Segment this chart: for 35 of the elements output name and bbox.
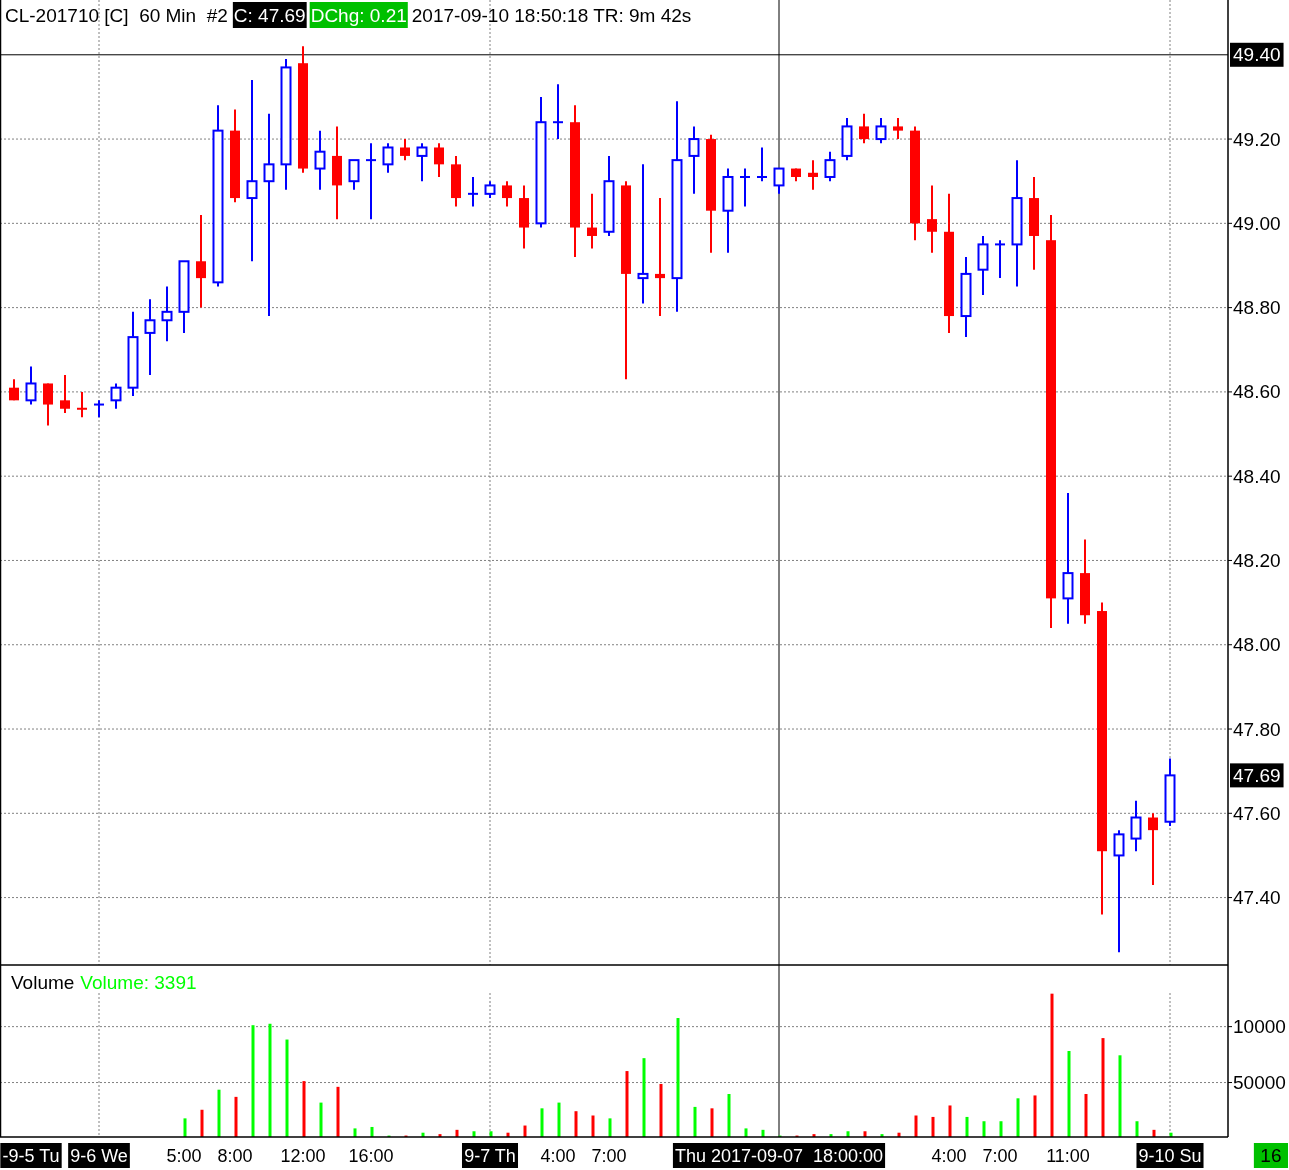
text: 47.69 — [1233, 764, 1281, 786]
y-tick-label: 49.20 — [1233, 128, 1281, 150]
chart-title: Volume — [11, 972, 75, 993]
x-tick-label: 11:00 — [1046, 1146, 1090, 1166]
y-tick-label: 47.80 — [1233, 718, 1281, 740]
annotation: C: 47.69 — [233, 5, 306, 26]
x-tick-label: 8:00 — [217, 1146, 253, 1166]
x-tick-label: 7:00 — [982, 1146, 1018, 1166]
text: 50000 — [1233, 1072, 1286, 1094]
x-tick-label: 9-6 We — [70, 1146, 128, 1166]
x-tick-label: 7:00 — [591, 1146, 627, 1166]
annotation: 2017-09-10 18:50:18 TR: 9m 42s — [411, 5, 692, 26]
x-tick-label: 5:00 — [166, 1146, 202, 1166]
y-tick-label: 47.40 — [1233, 887, 1281, 909]
chart-title: CL-201710 [C] 60 Min #2 — [5, 5, 228, 26]
y-tick-label: 48.40 — [1233, 465, 1281, 487]
x-tick-label: Thu 2017-09-07 18:00:00 — [674, 1146, 884, 1166]
x-tick-label: 9-7 Th — [464, 1146, 516, 1166]
ref-line-label: 49.40 — [1233, 44, 1281, 66]
x-tick-label: 4:00 — [931, 1146, 967, 1166]
x-tick-label: 12:00 — [280, 1146, 326, 1166]
x-tick-label: -9-5 Tu — [2, 1146, 60, 1166]
x-tick-label: 16:00 — [348, 1146, 394, 1166]
x-tick-label: 9-10 Su — [1138, 1146, 1202, 1166]
y-tick-label: 48.20 — [1233, 549, 1281, 571]
text: 16 — [1260, 1145, 1282, 1166]
y-tick-label: 48.00 — [1233, 634, 1281, 656]
x-tick-label: 4:00 — [540, 1146, 576, 1166]
text: Volume: 3391 — [80, 972, 197, 993]
y-tick-label: 47.60 — [1233, 802, 1281, 824]
text: 10000 — [1233, 1016, 1286, 1038]
annotation: DChg: 0.21 — [310, 5, 407, 26]
y-tick-label: 48.60 — [1233, 381, 1281, 403]
y-tick-label: 49.00 — [1233, 212, 1281, 234]
y-tick-label: 48.80 — [1233, 297, 1281, 319]
